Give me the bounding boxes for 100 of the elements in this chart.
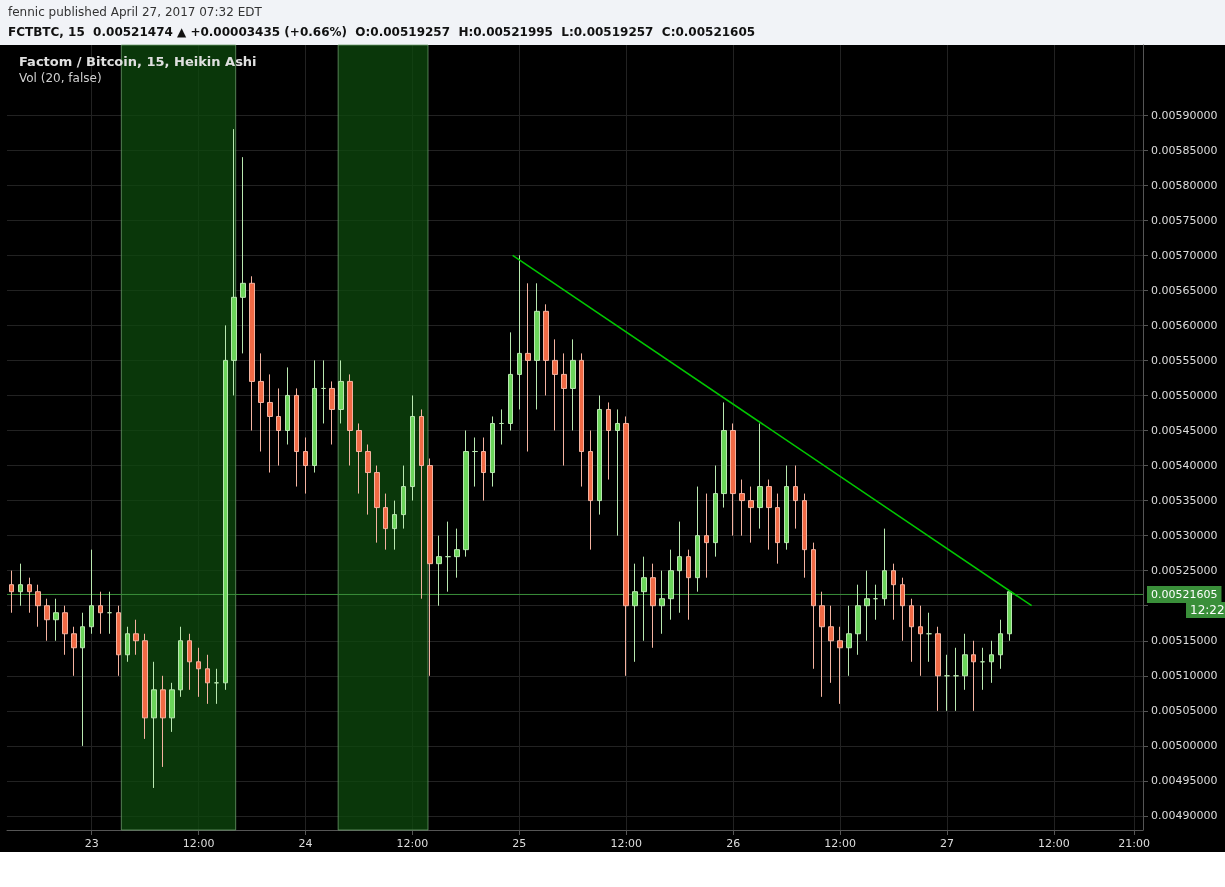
x-tick-label: 24 — [298, 837, 313, 850]
candlestick — [864, 570, 870, 642]
candlestick — [44, 598, 50, 642]
candlestick — [365, 444, 371, 516]
candlestick — [998, 619, 1003, 670]
candlestick — [668, 549, 674, 621]
candlestick — [882, 528, 887, 607]
candlestick — [855, 584, 861, 656]
candlestick — [71, 626, 77, 677]
candlestick — [312, 359, 317, 474]
candlestick — [739, 479, 745, 537]
y-tick-label: 0.00585000 — [1151, 143, 1218, 157]
y-tick-label: 0.00565000 — [1151, 283, 1218, 297]
x-tick-label: 12:00 — [824, 837, 856, 850]
candlestick — [721, 401, 727, 509]
x-tick-label: 12:00 — [610, 837, 643, 850]
candlestick — [285, 366, 290, 446]
candlestick — [784, 465, 789, 551]
candlestick — [615, 408, 620, 537]
candlestick — [240, 156, 246, 354]
candlestick — [935, 626, 941, 712]
y-tick-label: 0.00500000 — [1151, 739, 1218, 753]
y-tick-label: 0.00495000 — [1151, 774, 1218, 788]
candlestick — [223, 324, 228, 691]
candlestick — [971, 640, 976, 712]
candlestick — [383, 493, 388, 551]
candlestick — [517, 254, 522, 410]
candlestick — [499, 408, 504, 446]
candlestick — [695, 486, 700, 593]
y-tick-label: 0.00505000 — [1151, 704, 1218, 718]
y-tick-label: 0.00550000 — [1151, 388, 1218, 402]
candlestick — [926, 612, 932, 663]
x-tick-label: 12:00 — [396, 837, 429, 850]
candlestick — [481, 437, 486, 502]
candlestick — [900, 577, 905, 642]
candlestick — [713, 465, 718, 558]
y-tick-label: 0.00510000 — [1151, 669, 1218, 683]
y-tick-label: 0.00545000 — [1151, 423, 1218, 437]
x-tick-label: 12:00 — [1038, 837, 1070, 850]
candlestick — [454, 528, 460, 579]
candlestick — [944, 654, 950, 712]
candlestick — [891, 563, 896, 621]
candlestick — [677, 521, 682, 614]
candlestick — [802, 493, 807, 579]
x-tick-label: 27 — [939, 837, 954, 850]
candlestick — [410, 394, 415, 502]
candlestick — [650, 563, 656, 649]
candlestick — [525, 282, 531, 453]
candlestick — [329, 380, 335, 446]
y-tick-label: 0.00535000 — [1151, 494, 1218, 508]
candlestick — [962, 633, 968, 691]
candlestick — [472, 437, 478, 488]
candlestick — [909, 598, 914, 663]
candlestick — [766, 479, 772, 551]
candlestick — [846, 605, 852, 677]
candlestick — [730, 422, 736, 537]
candlestick — [1007, 591, 1012, 642]
candlestick — [169, 682, 175, 733]
candlestick — [267, 373, 273, 474]
candlestick — [775, 493, 780, 565]
candlestick — [748, 486, 754, 544]
y-tick-label: 0.00575000 — [1151, 213, 1218, 227]
candlestick — [606, 401, 611, 481]
text: fennic published April 27, 2017 07:32 EDT — [8, 5, 263, 19]
candlestick — [178, 626, 183, 698]
candlestick — [837, 626, 843, 705]
candlestick — [214, 668, 219, 705]
y-tick-label: 0.00540000 — [1151, 459, 1218, 473]
candlestick — [294, 387, 299, 488]
candlestick — [632, 563, 638, 663]
candlestick — [107, 591, 112, 635]
candlestick — [160, 675, 166, 768]
candlestick — [534, 282, 540, 410]
ref-line-label: 0.00521605 — [1151, 587, 1218, 601]
candlestick — [819, 591, 825, 698]
candlestick — [80, 612, 85, 747]
candlestick — [508, 331, 513, 431]
y-tick-label: 0.00590000 — [1151, 108, 1218, 122]
candlestick — [249, 275, 255, 431]
candlestick — [704, 493, 709, 579]
candlestick — [258, 352, 264, 453]
candlestick — [187, 633, 192, 691]
x-tick-label: 26 — [726, 837, 741, 850]
candlestick — [445, 521, 451, 593]
candlestick — [338, 359, 344, 424]
candlestick — [321, 359, 326, 424]
candlestick — [205, 654, 210, 705]
candlestick — [980, 647, 985, 691]
candlestick — [918, 605, 923, 677]
candlestick — [641, 556, 647, 642]
candlestick — [570, 338, 576, 431]
candlestick — [276, 387, 281, 467]
candlestick — [196, 647, 201, 698]
y-tick-label: 0.00570000 — [1151, 248, 1218, 262]
candlestick — [427, 458, 433, 677]
candlestick — [686, 549, 691, 621]
candlestick — [347, 373, 353, 467]
y-tick-label: 0.00515000 — [1151, 634, 1218, 648]
candlestick — [989, 640, 994, 684]
candlestick — [303, 437, 308, 495]
